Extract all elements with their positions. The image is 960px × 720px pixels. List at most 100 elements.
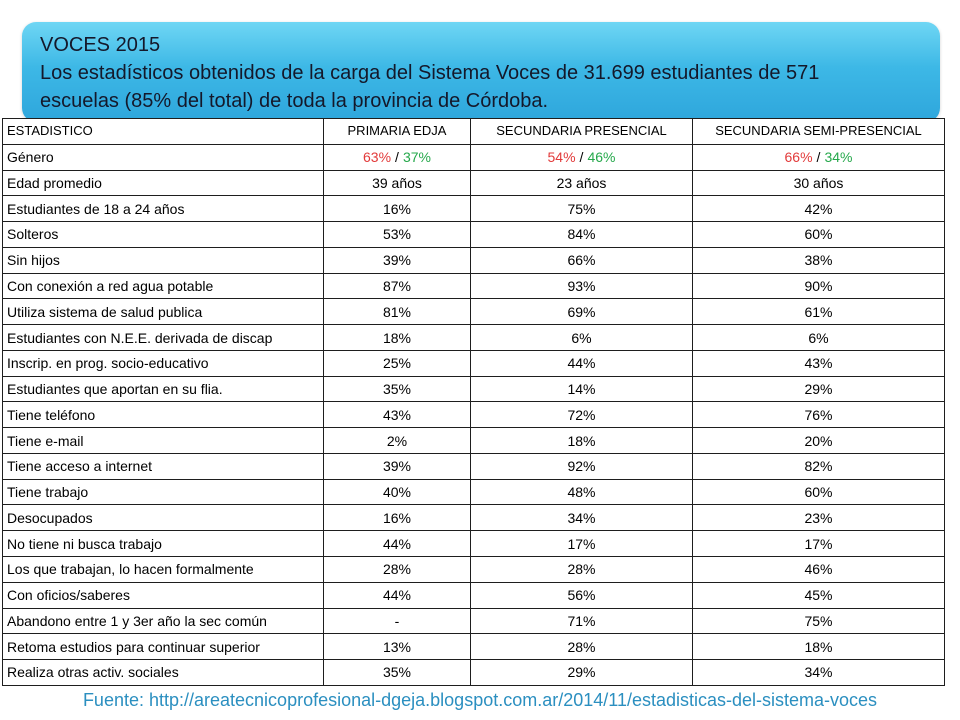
- row-value: 28%: [470, 633, 693, 661]
- row-value: -: [323, 607, 471, 635]
- split-value-second: 37%: [402, 149, 431, 166]
- split-value-second: 34%: [824, 149, 853, 166]
- row-value: 69%: [470, 298, 693, 326]
- row-value: 75%: [470, 195, 693, 223]
- row-value: 35%: [323, 375, 471, 403]
- row-value: 43%: [692, 349, 945, 377]
- row-value: 43%: [323, 401, 471, 429]
- row-value: 14%: [470, 375, 693, 403]
- table-row: Tiene trabajo 40% 48% 60%: [2, 478, 945, 506]
- slide-subtitle-line-2: escuelas (85% del total) de toda la prov…: [40, 90, 549, 112]
- row-value: 38%: [692, 246, 945, 274]
- row-value: 44%: [323, 581, 471, 609]
- table-row: Solteros 53% 84% 60%: [2, 221, 945, 248]
- split-separator: /: [816, 149, 821, 166]
- table-row: Tiene e-mail 2% 18% 20%: [2, 427, 945, 454]
- table-row: Desocupados 16% 34% 23%: [2, 504, 945, 532]
- statistics-table: ESTADISTICO PRIMARIA EDJA SECUNDARIA PRESE…: [2, 118, 945, 686]
- row-label: No tiene ni busca trabajo: [2, 530, 324, 558]
- row-value: 84%: [470, 221, 693, 248]
- row-value: 29%: [470, 659, 693, 686]
- row-label: Edad promedio: [2, 169, 324, 197]
- row-value: 34%: [470, 504, 693, 532]
- row-value: 46%: [692, 556, 945, 583]
- row-value: 76%: [692, 401, 945, 429]
- column-header-primaria-edja: PRIMARIA EDJA: [323, 118, 471, 145]
- row-value: 25%: [323, 349, 471, 377]
- row-label: Género: [2, 143, 324, 171]
- table-row: Estudiantes con N.E.E. derivada de disca…: [2, 324, 945, 351]
- split-separator: /: [579, 149, 584, 166]
- row-label: Con conexión a red agua potable: [2, 272, 324, 300]
- table-row: Tiene teléfono 43% 72% 76%: [2, 401, 945, 429]
- row-label: Con oficios/saberes: [2, 581, 324, 609]
- table-row: Inscrip. en prog. socio-educativo 25% 44% 4…: [2, 349, 945, 377]
- table-row: Utiliza sistema de salud publica 81% 69% 61…: [2, 298, 945, 326]
- slide-subtitle-line-1: Los estadísticos obtenidos de la carga d…: [40, 62, 820, 84]
- row-label: Tiene trabajo: [2, 478, 324, 506]
- row-value: 81%: [323, 298, 471, 326]
- row-value: 66%: [470, 246, 693, 274]
- row-value: 39 años: [323, 169, 471, 197]
- row-value: 35%: [323, 659, 471, 686]
- row-value: 44%: [323, 530, 471, 558]
- slide-title: VOCES 2015: [40, 34, 161, 56]
- table-row: Abandono entre 1 y 3er año la sec común -…: [2, 607, 945, 635]
- row-label: Desocupados: [2, 504, 324, 532]
- table-row: Con oficios/saberes 44% 56% 45%: [2, 581, 945, 609]
- row-value-split: 54%/46%: [470, 143, 693, 171]
- row-value: 56%: [470, 581, 693, 609]
- row-value: 16%: [323, 195, 471, 223]
- column-header-secundaria-semi-presencial: SECUNDARIA SEMI-PRESENCIAL: [692, 118, 945, 145]
- split-value-first: 54%: [547, 149, 576, 166]
- row-label: Tiene teléfono: [2, 401, 324, 429]
- row-label: Realiza otras activ. sociales: [2, 659, 324, 686]
- row-value: 92%: [470, 452, 693, 480]
- row-label: Tiene acceso a internet: [2, 452, 324, 480]
- table-row: Los que trabajan, lo hacen formalmente 28…: [2, 556, 945, 583]
- table-row: Tiene acceso a internet 39% 92% 82%: [2, 452, 945, 480]
- split-separator: /: [395, 149, 399, 166]
- row-value: 28%: [323, 556, 471, 583]
- row-value: 20%: [692, 427, 945, 454]
- row-value: 18%: [470, 427, 693, 454]
- row-value: 18%: [323, 324, 471, 351]
- row-value: 39%: [323, 246, 471, 274]
- row-value: 39%: [323, 452, 471, 480]
- table-row: Sin hijos 39% 66% 38%: [2, 246, 945, 274]
- row-value: 48%: [470, 478, 693, 506]
- table-row: Estudiantes que aportan en su flia. 35% 14…: [2, 375, 945, 403]
- row-value: 72%: [470, 401, 693, 429]
- row-label: Utiliza sistema de salud publica: [2, 298, 324, 326]
- row-value: 60%: [692, 221, 945, 248]
- row-value: 61%: [692, 298, 945, 326]
- row-value-split: 66%/34%: [692, 143, 945, 171]
- split-value-first: 66%: [784, 149, 813, 166]
- row-label: Abandono entre 1 y 3er año la sec común: [2, 607, 324, 635]
- row-label: Tiene e-mail: [2, 427, 324, 454]
- row-label: Estudiantes con N.E.E. derivada de disca…: [2, 324, 324, 351]
- row-value: 28%: [470, 556, 693, 583]
- row-value: 2%: [323, 427, 471, 454]
- table-row: Edad promedio 39 años 23 años 30 años: [2, 169, 945, 197]
- table-row: No tiene ni busca trabajo 44% 17% 17%: [2, 530, 945, 558]
- row-value: 75%: [692, 607, 945, 635]
- row-value: 13%: [323, 633, 471, 661]
- row-value: 30 años: [692, 169, 945, 197]
- column-header-estadistico: ESTADISTICO: [2, 118, 324, 145]
- row-value: 17%: [470, 530, 693, 558]
- row-label: Inscrip. en prog. socio-educativo: [2, 349, 324, 377]
- row-label: Retoma estudios para continuar superior: [2, 633, 324, 661]
- table-header-row: ESTADISTICO PRIMARIA EDJA SECUNDARIA PRESE…: [2, 118, 945, 145]
- split-value-first: 63%: [363, 149, 392, 166]
- row-label: Solteros: [2, 221, 324, 248]
- row-value: 17%: [692, 530, 945, 558]
- row-label: Los que trabajan, lo hacen formalmente: [2, 556, 324, 583]
- row-value: 45%: [692, 581, 945, 609]
- row-value: 40%: [323, 478, 471, 506]
- split-value-second: 46%: [587, 149, 616, 166]
- title-banner: [22, 22, 940, 122]
- row-value: 6%: [470, 324, 693, 351]
- row-value: 6%: [692, 324, 945, 351]
- row-value: 53%: [323, 221, 471, 248]
